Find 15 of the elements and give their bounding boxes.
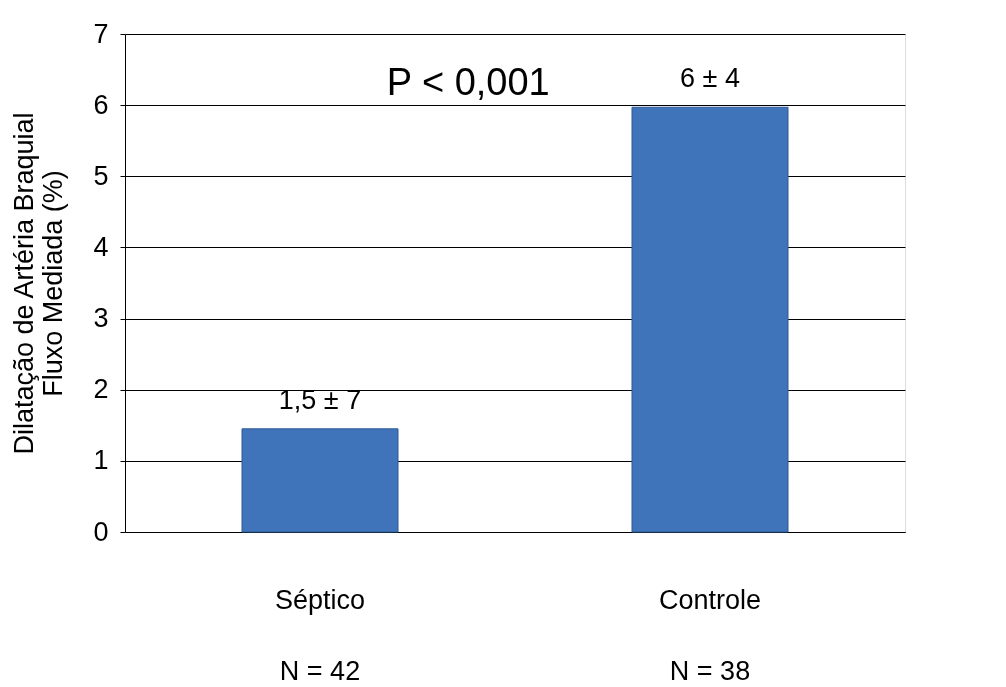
y-tick-label: 1 xyxy=(93,445,109,476)
y-tick-label: 3 xyxy=(93,303,109,334)
y-axis-title: Dilatação de Artéria Braquial Fluxo Mediada (%) xyxy=(9,112,69,455)
y-tick-label: 7 xyxy=(93,18,109,49)
y-tick-label: 5 xyxy=(93,160,109,191)
text: N = 38 xyxy=(669,656,751,686)
y-tick-label: 4 xyxy=(93,231,109,262)
text: N = 42 xyxy=(279,656,361,686)
y-tick-label: 2 xyxy=(93,374,109,405)
x-tick-label: Séptico xyxy=(274,584,366,615)
data-label: 6 ± 4 xyxy=(680,63,740,94)
x-tick-label: Controle xyxy=(658,584,762,615)
annotation: P < 0,001 xyxy=(386,60,550,103)
y-tick-label: 0 xyxy=(93,516,109,547)
y-tick-label: 6 xyxy=(93,89,109,120)
